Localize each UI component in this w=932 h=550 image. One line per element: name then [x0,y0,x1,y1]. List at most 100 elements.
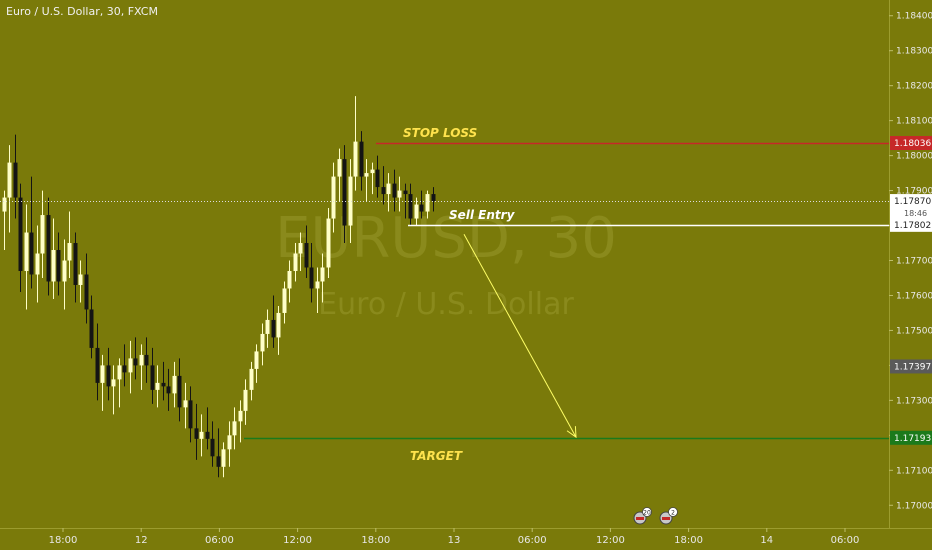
candle-body [7,162,12,198]
projection-arrow[interactable] [463,234,577,439]
candle-body [155,382,160,390]
candle-body [381,187,386,195]
watermark-ticker: EURUSD, 30 [275,206,617,271]
price-tick-label: 1.18200 [896,82,932,92]
candle-body [144,354,149,366]
candle-body [139,354,144,366]
candle [13,134,18,219]
candle [51,218,56,299]
candle-body [342,159,347,226]
candle-body [353,141,358,177]
price-tick-label: 1.17000 [896,501,932,511]
candle [172,361,177,408]
candle [205,407,210,450]
time-tick-label: 06:00 [831,535,860,546]
arrow-shaft [463,234,577,438]
candle [238,400,243,443]
candle-body [419,204,424,212]
candle [194,403,199,460]
price-tick-label: 1.18000 [896,152,932,162]
candle-body [100,365,105,383]
price-tick-label: 1.17900 [896,187,932,197]
candle-body [122,365,127,373]
candle [276,305,281,355]
price-tick-label: 1.17600 [896,291,932,301]
candle [359,131,364,191]
svg-text:1.17193: 1.17193 [894,434,931,444]
target-price-tag: 1.17193 [890,430,932,445]
candle [78,260,83,303]
price-tick-label: 1.18100 [896,117,932,127]
candle [287,260,292,303]
candle-body [370,169,375,174]
time-scale[interactable]: 18:00 12 06:00 12:00 18:00 13 06:00 12:00 18:00 1… [49,528,860,546]
candle-body [183,400,188,408]
time-tick-label: 18:00 [361,535,390,546]
candle-body [51,250,56,282]
candle [150,347,155,404]
candle [100,354,105,411]
candle-body [386,183,391,195]
candle [29,176,34,289]
price-tick-label: 1.17100 [896,466,932,476]
watermark-description: Euro / U.S. Dollar [318,287,574,322]
candle-body [293,253,298,271]
candle-body [78,274,83,285]
candle-body [271,319,276,338]
economic-event-badge[interactable]: 2 [659,507,678,525]
time-tick-label: 06:00 [518,535,547,546]
candle-body [89,309,94,348]
candle [177,358,182,422]
candle [56,232,61,296]
price-tick-label: 1.17700 [896,257,932,267]
candle-body [254,351,259,369]
candle-body [375,169,380,188]
candle [133,337,138,380]
candle [117,358,122,408]
candle-body [276,312,281,338]
price-tick-label: 1.18300 [896,47,932,57]
candle [282,281,287,324]
candle [249,361,254,401]
candle-body [260,333,265,352]
candle [73,232,78,303]
candle-body [199,431,204,439]
candle [425,190,430,219]
candle-body [238,410,243,422]
candle [386,173,391,212]
candle [221,442,226,478]
candle-body [282,288,287,313]
candle [84,253,89,324]
svg-text:1.18036: 1.18036 [894,139,931,149]
current-price-tag: 1.17870 18:46 [890,194,932,220]
candle-body [24,232,29,271]
candle-body [46,215,51,282]
candle [232,407,237,450]
candle [419,190,424,219]
candle-body [425,194,430,212]
candle-body [287,270,292,289]
candle [46,197,51,296]
svg-text:1.17870: 1.17870 [894,197,931,207]
candle-body [150,365,155,390]
candle [106,347,111,401]
candle [199,414,204,457]
candle-body [232,421,237,436]
candle [397,176,402,212]
candle-body [331,176,336,219]
candle [122,344,127,387]
candle-body [309,267,314,289]
target-label: TARGET [410,449,463,463]
candle-body [304,243,309,268]
candle-body [133,358,138,366]
candle [260,323,265,366]
event-badge-count: 20 [643,510,651,517]
candle [309,243,314,303]
event-badge-count: 2 [671,510,675,517]
economic-event-badge[interactable]: 20 [633,507,652,525]
candle-body [35,253,40,275]
candle-body [337,159,342,177]
candle [227,421,232,467]
